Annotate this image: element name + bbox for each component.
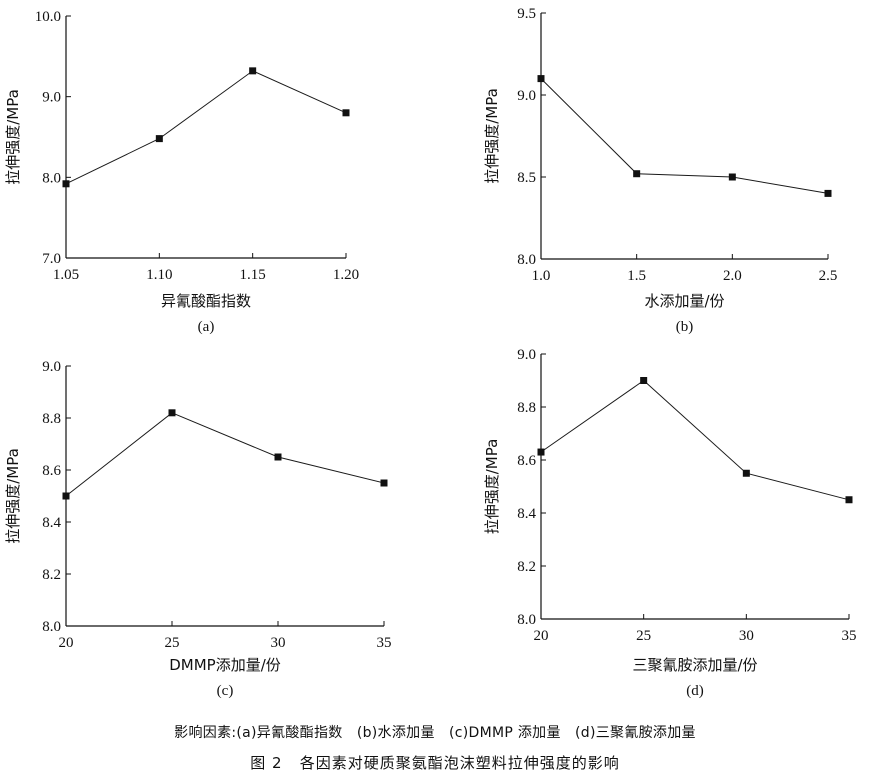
chart-a-data-point (155, 135, 163, 143)
chart-a-x-tick-label: 1.15 (240, 267, 266, 283)
chart-c-x-tick-label: 25 (165, 635, 180, 651)
chart-c-sublabel: (c) (217, 683, 234, 699)
chart-c-y-axis-title: 拉伸强度/MPa (4, 448, 22, 544)
chart-b-data-point (537, 75, 545, 83)
chart-d-data-point (845, 496, 853, 504)
chart-a-data-point (249, 67, 257, 75)
chart-c-y-tick-label: 8.4 (42, 515, 61, 531)
chart-b-x-tick-label: 1.5 (627, 268, 646, 284)
chart-a-y-tick-label: 8.0 (42, 170, 61, 186)
chart-b-y-tick-label: 9.0 (517, 88, 536, 104)
chart-c-y-tick-label: 8.6 (42, 463, 61, 479)
chart-b-y-tick-label: 8.0 (517, 252, 536, 268)
chart-b-x-tick-label: 2.0 (723, 268, 742, 284)
chart-b-y-axis-title: 拉伸强度/MPa (483, 88, 501, 184)
chart-b-x-tick-label: 1.0 (532, 268, 551, 284)
chart-c-x-tick-label: 35 (377, 635, 392, 651)
chart-a-y-tick-label: 7.0 (42, 251, 61, 267)
chart-a-series-line (65, 70, 347, 185)
chart-b-sublabel: (b) (676, 319, 694, 335)
chart-c-series-line (65, 412, 385, 497)
chart-a-y-tick-label: 10.0 (35, 9, 61, 25)
chart-c-y-tick-label: 8.8 (42, 411, 61, 427)
chart-b-data-point (728, 173, 736, 181)
chart-d-y-tick-label: 8.8 (517, 400, 536, 416)
chart-d-y-axis-title: 拉伸强度/MPa (483, 439, 501, 535)
chart-c-data-point (380, 479, 388, 487)
chart-c-data-point (168, 409, 176, 417)
chart-c-y-tick-label: 9.0 (42, 359, 61, 375)
chart-b-y-tick-label: 8.5 (517, 170, 536, 186)
chart-a-x-tick-label: 1.20 (333, 267, 359, 283)
chart-d-x-tick-label: 30 (739, 628, 754, 644)
chart-c-y-tick-label: 8.2 (42, 567, 61, 583)
chart-b-y-tick-label: 9.5 (517, 6, 536, 22)
chart-d-data-point (640, 377, 648, 384)
chart-a-data-point (62, 180, 70, 188)
chart-a-sublabel: (a) (198, 319, 215, 335)
chart-d-x-axis-title: 三聚氰胺添加量/份 (632, 656, 757, 674)
chart-d-data-point (742, 469, 750, 477)
chart-d-x-tick-label: 35 (842, 628, 857, 644)
chart-d-x-tick-label: 20 (534, 628, 549, 644)
chart-c-x-tick-label: 30 (271, 635, 286, 651)
chart-a-x-tick-label: 1.05 (53, 267, 79, 283)
factor-legend-note: 影响因素:(a)异氰酸酯指数 (b)水添加量 (c)DMMP 添加量 (d)三聚… (174, 725, 696, 741)
chart-d-series-line (540, 379, 850, 501)
chart-d-x-tick-label: 25 (636, 628, 651, 644)
chart-a-data-point (342, 109, 350, 117)
figure-title: 图 2 各因素对硬质聚氨酯泡沫塑料拉伸强度的影响 (250, 754, 620, 772)
chart-d-y-tick-label: 9.0 (517, 347, 536, 363)
chart-c-data-point (62, 492, 70, 500)
chart-c-x-axis-title: DMMP添加量/份 (169, 656, 281, 674)
chart-c-y-tick-label: 8.0 (42, 619, 61, 635)
chart-b-data-point (633, 170, 641, 178)
chart-a-x-axis-title: 异氰酸酯指数 (161, 292, 251, 310)
chart-c-data-point (274, 453, 282, 461)
chart-b-x-axis-title: 水添加量/份 (644, 292, 724, 310)
chart-d-y-tick-label: 8.2 (517, 559, 536, 575)
chart-a-y-axis-title: 拉伸强度/MPa (4, 89, 22, 185)
chart-d-sublabel: (d) (686, 683, 704, 699)
chart-d-y-tick-label: 8.0 (517, 612, 536, 628)
chart-b-series-line (540, 78, 829, 194)
chart-a-x-tick-label: 1.10 (146, 267, 172, 283)
chart-a-y-tick-label: 9.0 (42, 90, 61, 106)
chart-b-data-point (824, 189, 832, 197)
chart-d-data-point (537, 448, 545, 456)
chart-d-y-tick-label: 8.4 (517, 506, 536, 522)
chart-c-x-tick-label: 20 (59, 635, 74, 651)
chart-b-x-tick-label: 2.5 (819, 268, 838, 284)
chart-d-y-tick-label: 8.6 (517, 453, 536, 469)
